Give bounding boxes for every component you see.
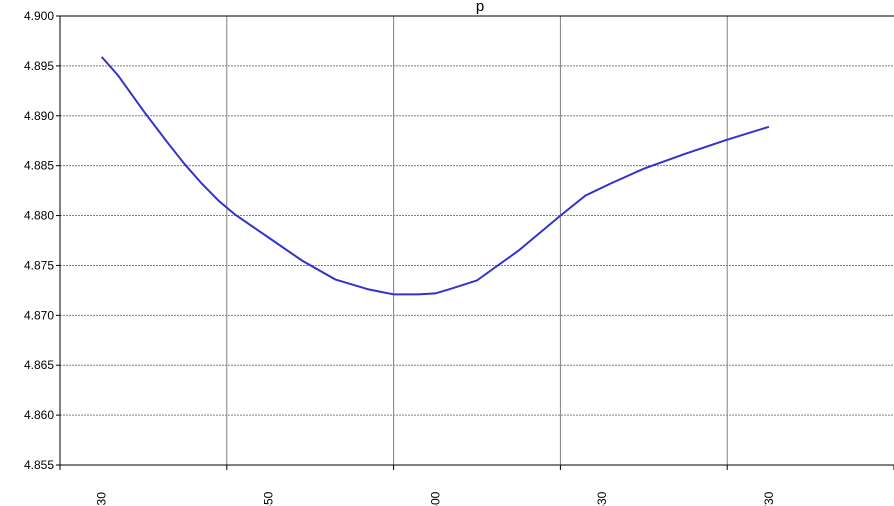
y-axis-ticks: 4.855 4.860 4.865 4.870 4.875 4.880 4.885 4.890… xyxy=(24,9,60,472)
series-line-0 xyxy=(100,56,770,296)
x-axis-ticks: 1130 1450 1500 1530 1730 xyxy=(59,465,894,506)
y-tick-label: 4.860 xyxy=(24,408,54,422)
x-tick-label: 1730 xyxy=(762,491,776,506)
x-tick-label: 1130 xyxy=(95,492,109,506)
x-tick-label: 1500 xyxy=(428,491,442,506)
y-tick-label: 4.855 xyxy=(24,458,54,472)
grid xyxy=(60,15,894,465)
axes xyxy=(59,15,894,466)
y-tick-label: 4.895 xyxy=(24,59,54,73)
series-group xyxy=(100,56,770,296)
x-tick-label: 1530 xyxy=(595,491,609,506)
x-tick-label: 1450 xyxy=(262,491,276,506)
y-tick-label: 4.885 xyxy=(24,159,54,173)
y-tick-label: 4.900 xyxy=(24,9,54,23)
y-tick-label: 4.880 xyxy=(24,209,54,223)
y-tick-label: 4.875 xyxy=(24,258,54,272)
y-tick-label: 4.870 xyxy=(24,308,54,322)
y-tick-label: 4.865 xyxy=(24,358,54,372)
chart-title: p xyxy=(476,0,484,15)
y-tick-label: 4.890 xyxy=(24,109,54,123)
